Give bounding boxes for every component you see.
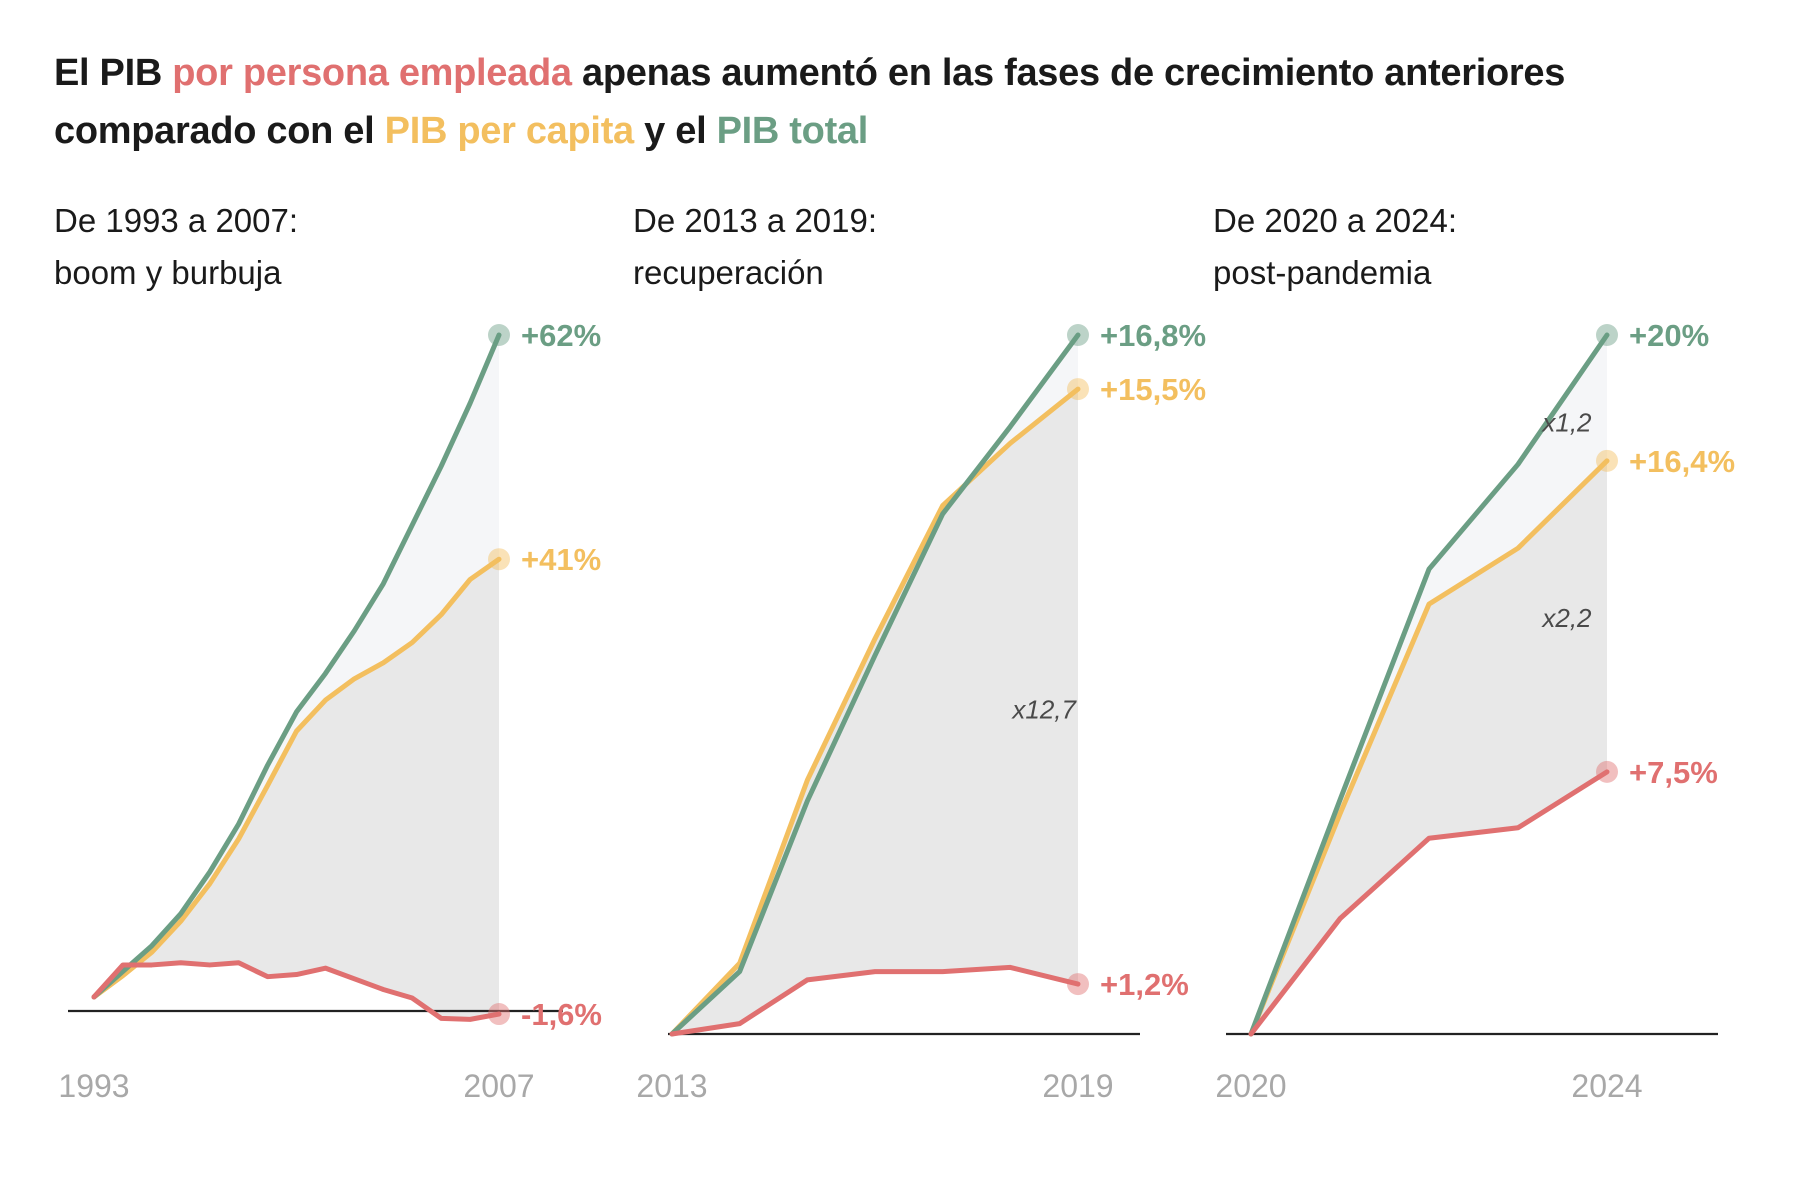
end-label-per-capita: +41%: [521, 542, 601, 577]
panel-title-line1: De 2013 a 2019:: [633, 202, 877, 239]
end-label-per-capita: +15,5%: [1100, 372, 1206, 407]
end-point-total: [1067, 324, 1089, 346]
ratio-label: x12,7: [1010, 694, 1077, 724]
end-point-total: [488, 324, 510, 346]
x-tick-label: 2013: [636, 1068, 707, 1104]
title-highlight-per-employee: por persona empleada: [172, 52, 572, 94]
series-line-per-employee: [1248, 769, 1610, 1037]
end-label-per-capita: +16,4%: [1629, 444, 1735, 479]
series-line-per-employee: [91, 960, 502, 1022]
series-line-total: [91, 332, 502, 1000]
x-tick-label: 2024: [1571, 1068, 1642, 1104]
ratio-label: x1,2: [1540, 407, 1592, 437]
area-total-vs-per-capita: [672, 335, 1078, 1034]
end-point-per-capita: [1596, 449, 1618, 472]
end-label-total: +62%: [521, 318, 601, 353]
series-line-total: [1248, 332, 1610, 1037]
end-point-per-employee: [1596, 760, 1618, 783]
series-line-per-capita: [91, 556, 502, 1000]
title-text-2: apenas aumentó en las fases de crecimien…: [54, 52, 1566, 152]
x-tick-label: 2019: [1042, 1068, 1113, 1104]
end-point-per-employee: [488, 1003, 510, 1026]
panel-title-line1: De 2020 a 2024:: [1213, 202, 1457, 239]
panel-title-line2: post-pandemia: [1213, 254, 1432, 291]
area-total-vs-per-capita: [1251, 335, 1607, 1034]
chart-title: El PIB por persona empleada apenas aumen…: [54, 44, 1754, 160]
panel-title-line1: De 1993 a 2007:: [54, 202, 298, 239]
ratio-label: x2,2: [1540, 603, 1592, 633]
panel-1: +62% +41% -1,6% 1993 2007 De 1993 a 2007: boom…: [54, 202, 602, 1104]
series-line-per-capita: [669, 386, 1081, 1037]
end-point-per-capita: [1067, 378, 1089, 401]
series-line-total: [669, 332, 1081, 1037]
title-highlight-per-capita: PIB per capita: [384, 110, 635, 152]
series-line-per-employee: [669, 964, 1081, 1037]
end-label-total: +16,8%: [1100, 318, 1206, 353]
panel-title-line2: boom y burbuja: [54, 254, 282, 291]
end-label-total: +20%: [1629, 318, 1709, 353]
series-line-per-capita: [1248, 458, 1610, 1037]
end-label-per-employee: -1,6%: [521, 997, 602, 1032]
panel-title-line2: recuperación: [633, 254, 824, 291]
end-point-per-employee: [1067, 973, 1089, 996]
title-text-3: y el: [633, 110, 717, 152]
end-point-total: [1596, 324, 1618, 346]
x-tick-label: 2020: [1215, 1068, 1286, 1104]
panel-3: +20% +16,4% +7,5% x1,2 x2,2 2020 2024 De 2020 a…: [1213, 202, 1735, 1104]
end-point-per-capita: [488, 548, 510, 571]
end-label-per-employee: +1,2%: [1100, 967, 1189, 1002]
panel-2: +16,8% +15,5% +1,2% x12,7 2013 2019 De 2013 a …: [633, 202, 1206, 1104]
title-text-1: El PIB: [54, 52, 173, 94]
x-tick-label: 1993: [58, 1068, 129, 1104]
x-tick-label: 2007: [463, 1068, 534, 1104]
area-per-capita-vs-per-employee: [1251, 460, 1607, 1034]
end-label-per-employee: +7,5%: [1629, 755, 1718, 790]
title-highlight-total: PIB total: [716, 110, 869, 152]
